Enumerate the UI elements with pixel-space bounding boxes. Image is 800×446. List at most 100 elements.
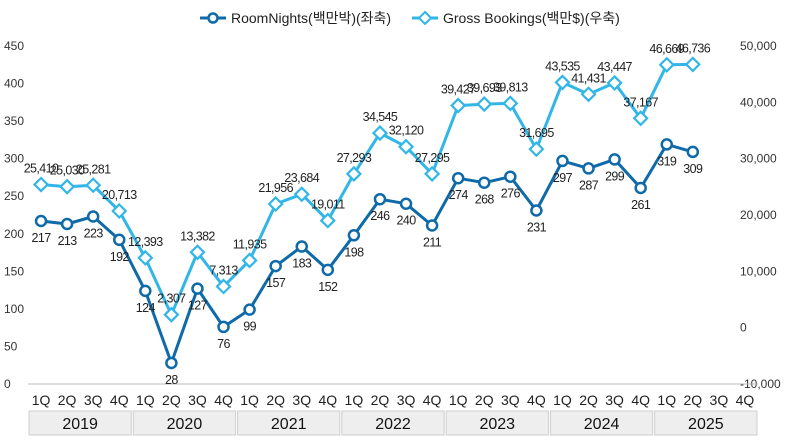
data-labels: 217 213 223 192 124 28 127 76 99 157 183 152 198 246 2… <box>24 41 712 387</box>
roomnights-data-label: 211 <box>423 236 442 250</box>
gross-bookings-point <box>137 249 154 266</box>
legend-marker-gross-bookings <box>417 10 433 26</box>
gross-bookings-data-label: 25,281 <box>76 162 111 176</box>
roomnights-data-label: 76 <box>217 337 230 351</box>
x-tick-label: 4Q <box>214 392 233 408</box>
roomnights-point <box>113 233 126 247</box>
roomnights-data-label: 152 <box>318 280 338 294</box>
gross-bookings-point <box>319 212 336 229</box>
gross-bookings-data-label: 37,167 <box>623 95 658 109</box>
gross-bookings-data-label: 43,447 <box>597 60 632 74</box>
roomnights-data-label: 240 <box>397 214 417 228</box>
y-axis-left: 0 50 100 150 200 250 300 350 400 450 <box>4 39 24 391</box>
gross-bookings-data-label: 34,545 <box>363 110 398 124</box>
roomnights-point <box>608 153 621 166</box>
legend-label-roomnights: RoomNights(백만박)(좌축) <box>231 10 391 26</box>
year-band <box>341 410 445 436</box>
gross-bookings-data-label: 32,120 <box>389 124 424 138</box>
x-tick-label: 1Q <box>657 392 676 408</box>
x-tick-label: 1Q <box>553 392 572 408</box>
legend-marker-roomnights <box>207 12 219 24</box>
roomnights-data-label: 231 <box>527 220 547 234</box>
gross-bookings-point <box>502 95 519 112</box>
gross-bookings-point <box>111 202 128 220</box>
roomnights-data-label: 261 <box>631 198 651 212</box>
gross-bookings-data-label: 12,393 <box>128 235 163 249</box>
gross-bookings-point <box>580 86 597 103</box>
gross-bookings-point <box>424 165 441 182</box>
gross-bookings-data-label: 20,713 <box>102 188 137 202</box>
x-tick-label: 1Q <box>345 392 364 408</box>
x-tick-label: 3Q <box>501 392 520 408</box>
gross-bookings-point <box>684 56 701 73</box>
roomnights-point <box>660 138 673 151</box>
gross-bookings-data-label: 23,684 <box>284 171 319 185</box>
gross-bookings-point <box>189 244 206 261</box>
roomnights-data-label: 192 <box>110 250 130 264</box>
gross-bookings-point <box>450 97 467 114</box>
year-label: 2022 <box>375 416 411 433</box>
gross-bookings-point <box>371 125 389 142</box>
year-band <box>237 410 341 436</box>
roomnights-data-label: 99 <box>243 320 256 334</box>
year-label: 2021 <box>271 416 307 433</box>
x-tick-label: 2Q <box>475 392 494 408</box>
roomnights-point <box>269 259 282 273</box>
roomnights-line <box>40 142 694 365</box>
y-left-tick-label: 100 <box>4 302 24 316</box>
gross-bookings-data-label: 11,935 <box>233 237 267 251</box>
roomnights-data-label: 198 <box>344 245 364 259</box>
y-left-tick-label: 350 <box>4 114 24 128</box>
gross-bookings-point <box>606 74 623 91</box>
gross-bookings-point <box>241 252 258 269</box>
roomnights-point <box>34 214 48 228</box>
y-right-tick-label: 20,000 <box>740 208 777 222</box>
roomnights-data-label: 124 <box>136 301 156 315</box>
roomnights-data-label: 246 <box>370 209 390 223</box>
y-left-tick-label: 300 <box>4 152 24 166</box>
roomnights-point <box>504 170 517 183</box>
gross-bookings-point <box>293 186 310 203</box>
gross-bookings-data-label: 41,431 <box>571 71 606 85</box>
gross-bookings-data-label: 25,030 <box>50 164 85 178</box>
y-left-tick-label: 50 <box>4 339 18 353</box>
roomnights-data-label: 183 <box>292 257 312 271</box>
gross-bookings-data-label: 27,295 <box>415 151 450 165</box>
gross-bookings-data-label: 46,736 <box>676 41 711 55</box>
roomnights-point <box>243 303 256 316</box>
gross-bookings-data-label: 7,313 <box>209 263 238 277</box>
year-band <box>445 410 549 436</box>
year-band <box>28 410 132 436</box>
y-left-tick-label: 150 <box>4 264 24 278</box>
x-tick-label: 3Q <box>605 392 624 408</box>
roomnights-point <box>191 282 204 295</box>
gross-bookings-data-label: 13,382 <box>180 229 215 243</box>
gross-bookings-point <box>658 56 675 73</box>
x-tick-label: 2Q <box>58 392 77 408</box>
roomnights-point <box>399 197 413 210</box>
gross-bookings-point <box>528 141 545 158</box>
roomnights-data-label: 287 <box>579 178 599 192</box>
roomnights-data-label: 213 <box>58 234 78 248</box>
roomnights-data-label: 223 <box>84 227 104 241</box>
x-tick-label: 4Q <box>631 392 650 408</box>
roomnights-point <box>347 229 361 242</box>
x-tick-label: 2Q <box>683 392 702 408</box>
y-right-tick-label: 10,000 <box>740 264 777 278</box>
y-right-tick-label: 40,000 <box>740 95 777 109</box>
gross-bookings-data-label: 25,410 <box>24 162 59 176</box>
year-band <box>654 410 758 436</box>
y-left-tick-label: 250 <box>4 189 24 203</box>
roomnights-point <box>451 171 465 185</box>
gross-bookings-point <box>632 110 649 127</box>
year-label: 2020 <box>167 416 203 433</box>
y-left-tick-label: 450 <box>4 39 24 53</box>
gross-bookings-data-label: 2,307 <box>157 292 186 306</box>
x-tick-label: 3Q <box>84 392 103 408</box>
series <box>32 56 701 370</box>
y-right-tick-label: -10,000 <box>740 377 781 391</box>
x-tick-label: 3Q <box>188 392 207 408</box>
x-tick-label: 3Q <box>397 392 416 408</box>
gross-bookings-data-label: 43,535 <box>545 59 580 73</box>
